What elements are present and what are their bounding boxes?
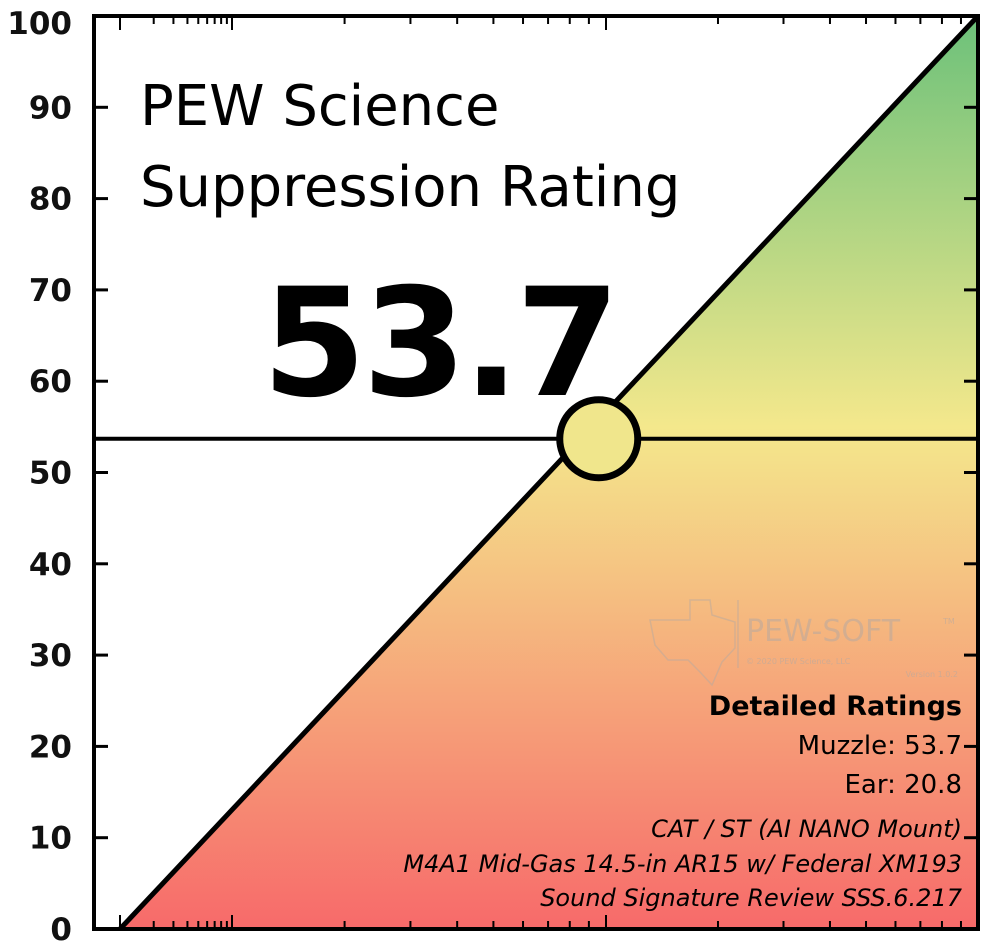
y-tick-label: 100 [7,6,72,42]
pew-soft-watermark: PEW-SOFT TM © 2020 PEW Science, LLC Vers… [649,599,958,687]
y-tick-label: 60 [29,364,72,400]
watermark-copyright: © 2020 PEW Science, LLC [746,657,851,666]
y-tick-label: 20 [29,729,72,765]
y-tick-label: 30 [29,638,72,674]
y-tick-label: 70 [29,273,72,309]
watermark-brand: PEW-SOFT [746,614,901,649]
plot-frame [92,14,980,931]
y-tick-label: 0 [50,912,72,947]
detailed-ratings-heading: Detailed Ratings [709,691,962,722]
title-line-1: PEW Science [140,74,499,139]
texas-outline-icon [649,599,736,687]
y-tick-label: 10 [29,821,72,857]
muzzle-rating: Muzzle: 53.7 [798,731,962,761]
rating-marker [556,396,642,482]
title-line-2: Suppression Rating [140,155,680,220]
product-name: CAT / ST (AI NANO Mount) [651,815,962,843]
y-axis-ticks: 0 10 20 30 40 50 60 70 80 90 100 [7,6,978,947]
watermark-version: Version 1.0.2 [906,670,958,679]
y-tick-label: 50 [29,456,72,492]
y-tick-label: 80 [29,182,72,218]
ear-rating: Ear: 20.8 [844,770,962,800]
review-id: Sound Signature Review SSS.6.217 [540,884,963,912]
rating-value: 53.7 [262,257,616,431]
host-weapon: M4A1 Mid-Gas 14.5-in AR15 w/ Federal XM1… [403,850,962,878]
watermark-trademark: TM [942,617,955,626]
diagonal-line [118,16,978,929]
y-tick-label: 90 [29,90,72,126]
y-tick-label: 40 [29,547,72,583]
